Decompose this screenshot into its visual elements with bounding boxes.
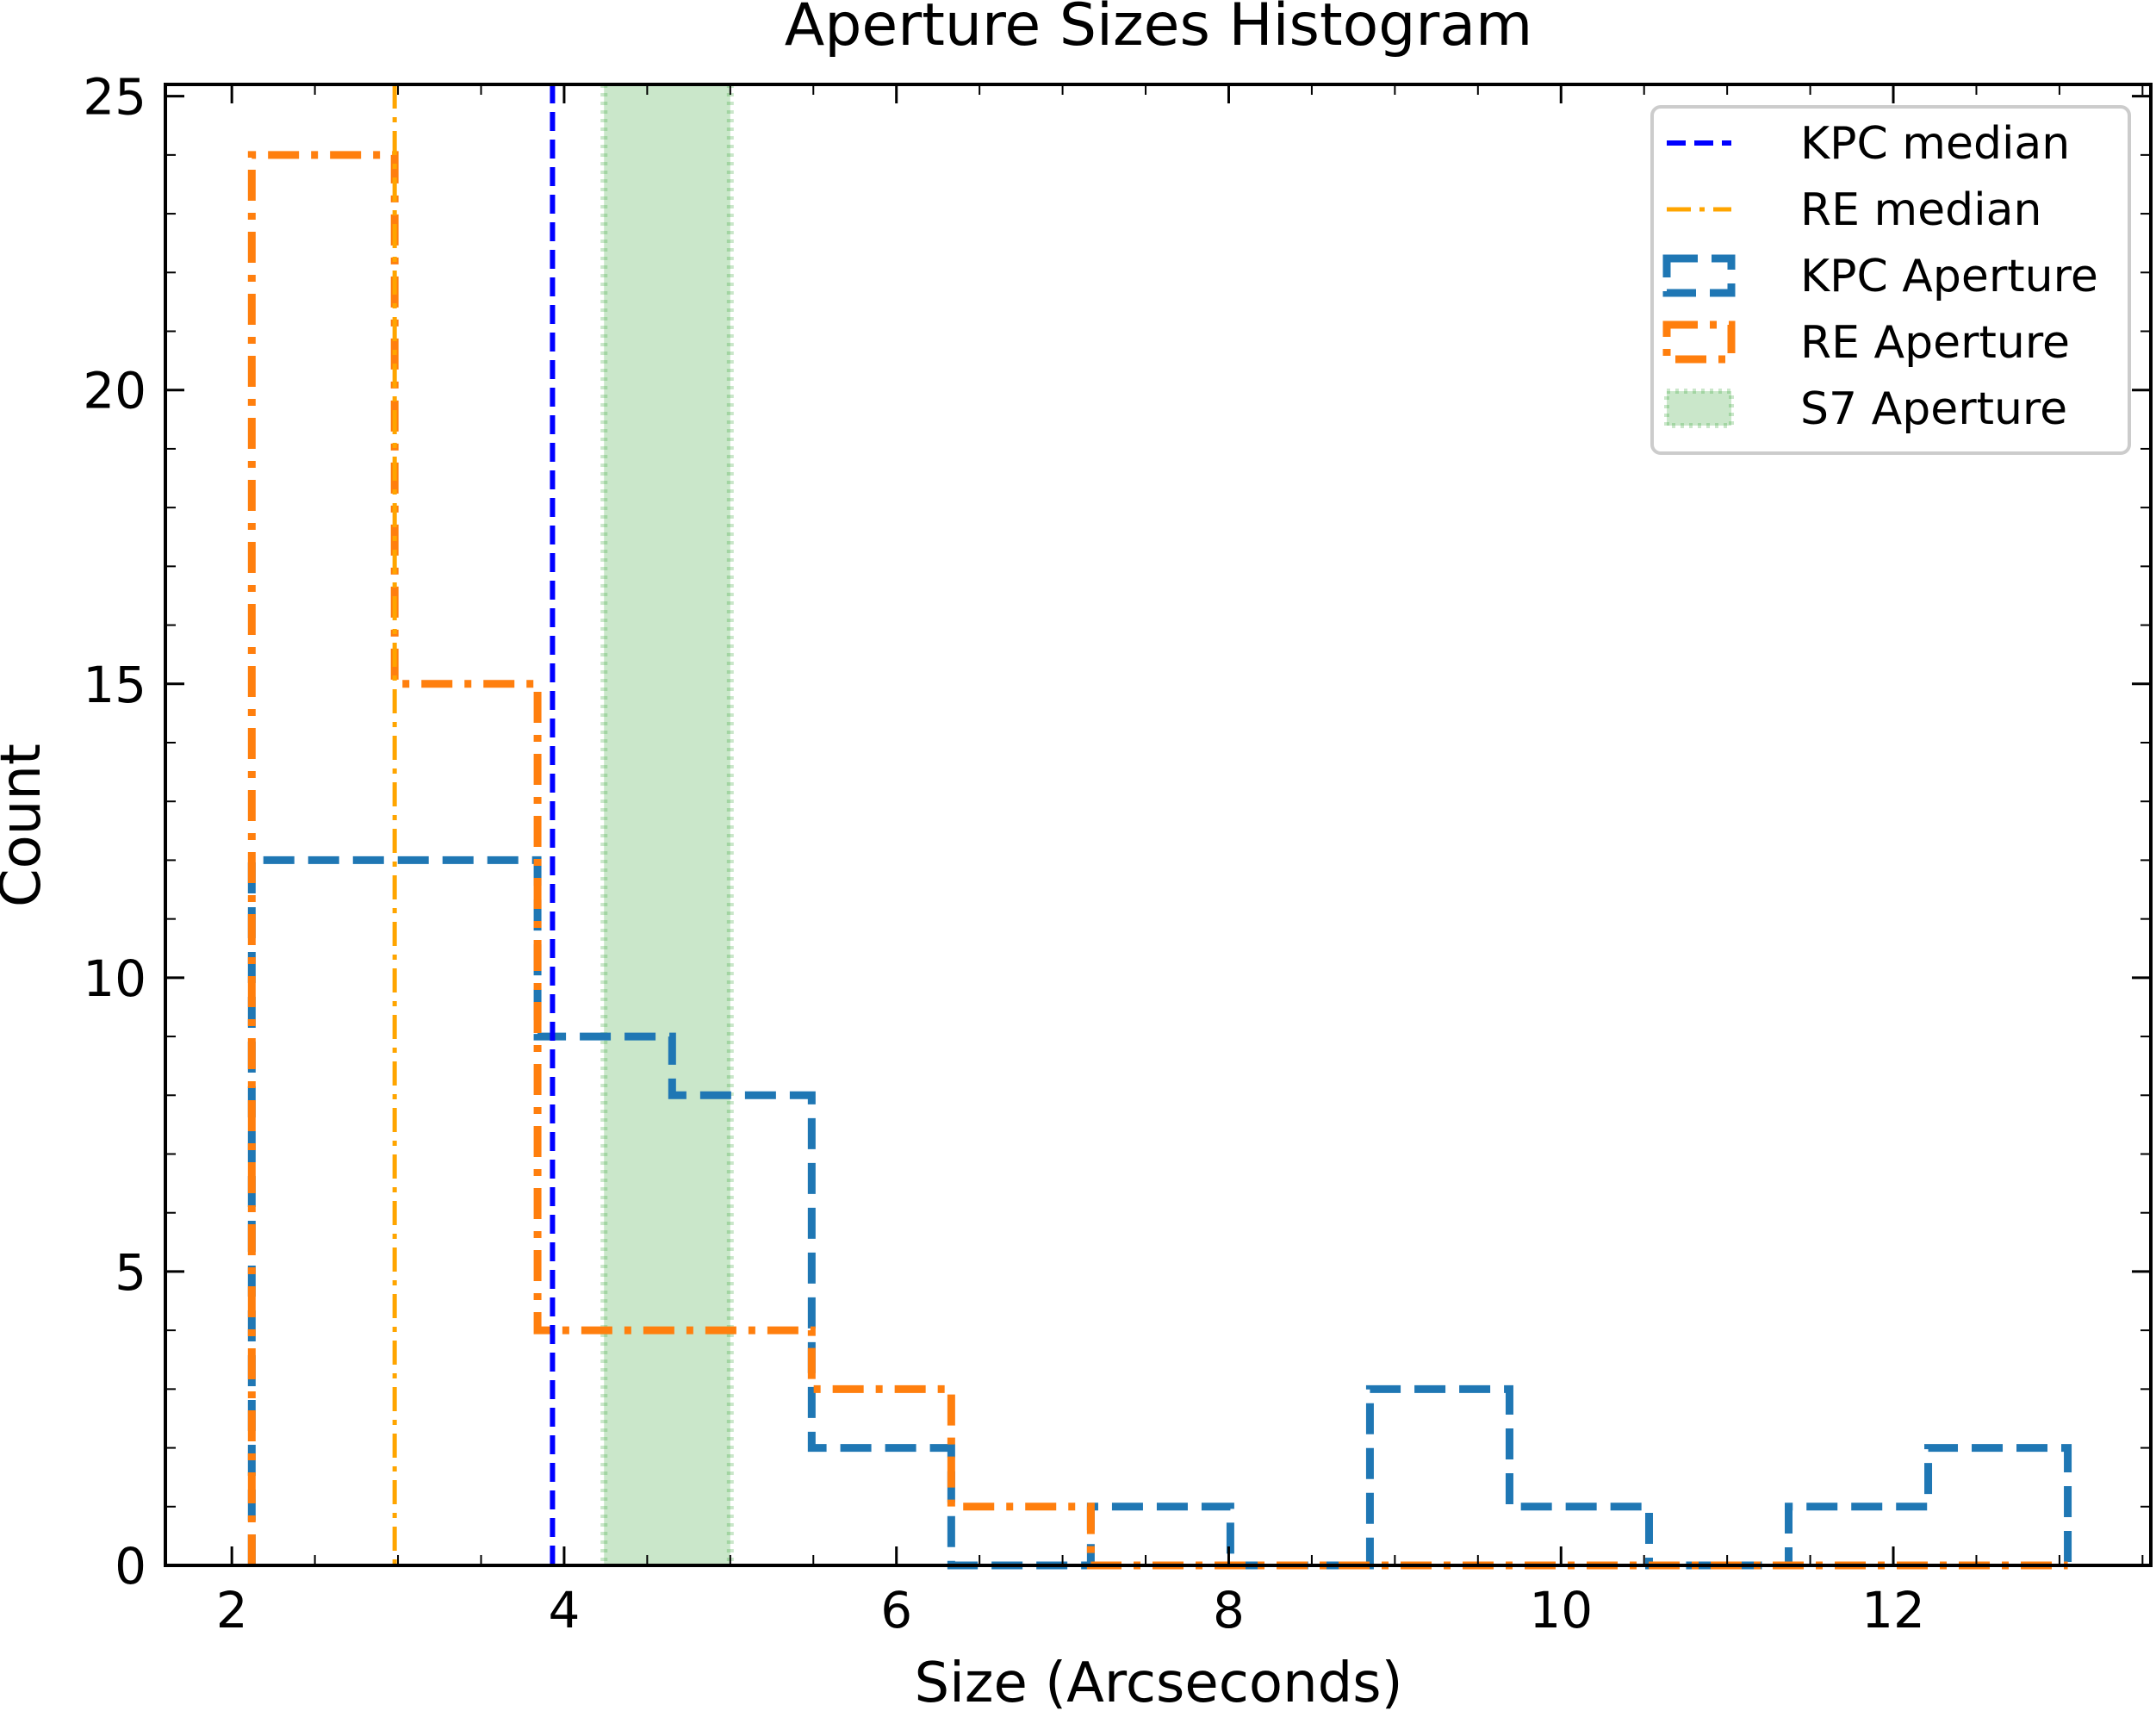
x-tick-label: 2 (216, 1581, 248, 1639)
y-tick-label: 10 (83, 949, 146, 1008)
x-tick-label: 10 (1529, 1581, 1593, 1639)
legend-label: RE median (1800, 184, 2041, 236)
legend-handle-re-aperture (1662, 320, 1736, 364)
x-axis-title: Size (Arcseconds) (914, 1652, 1402, 1711)
legend-label: KPC Aperture (1800, 251, 2098, 302)
s7-aperture-span (604, 84, 730, 1565)
x-tick-label: 6 (880, 1581, 912, 1639)
y-tick-label: 15 (83, 656, 146, 714)
legend-label: RE Aperture (1800, 317, 2070, 369)
y-tick-label: 20 (83, 362, 146, 420)
y-tick-label: 25 (83, 68, 146, 127)
chart-title: Aperture Sizes Histogram (785, 0, 1533, 59)
legend-handle-kpc-aperture (1662, 254, 1736, 297)
plot-frame (164, 83, 2153, 1567)
legend-label: KPC median (1800, 118, 2070, 170)
legend-box (1650, 105, 2131, 455)
legend: KPC median RE median KPC Aperture RE Apertu… (1650, 105, 2131, 455)
y-tick-label: 5 (115, 1243, 146, 1302)
legend-handle-s7-aperture (1664, 389, 1734, 428)
x-tick-label: 8 (1213, 1581, 1245, 1639)
kpc-aperture-histogram (247, 856, 2072, 1570)
x-tick-label: 4 (548, 1581, 580, 1639)
y-tick-label: 0 (115, 1537, 146, 1596)
x-tick-label: 12 (1861, 1581, 1925, 1639)
y-axis-title: Count (0, 744, 53, 907)
legend-label: S7 Aperture (1800, 383, 2067, 435)
